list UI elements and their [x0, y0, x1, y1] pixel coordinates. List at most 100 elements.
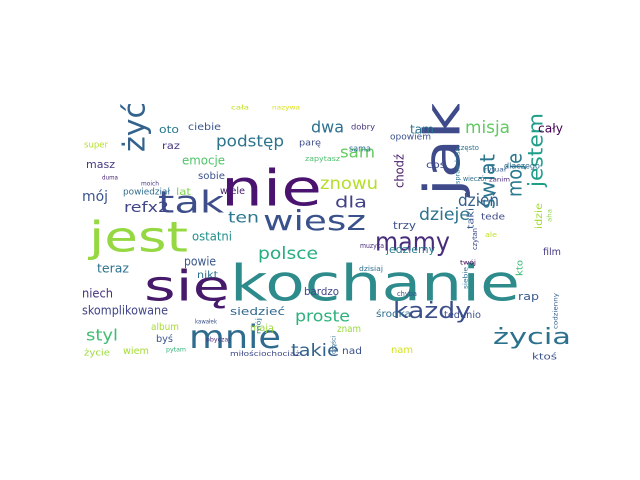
word-tedunio: tedunio	[444, 310, 481, 321]
word-dobry: dobry	[351, 123, 375, 132]
word-zycia: życia	[493, 325, 571, 350]
word-podstep: podstęp	[216, 132, 284, 151]
word-moj: mój	[82, 189, 108, 205]
word-cos: coś	[426, 159, 446, 171]
word-lat: lat	[176, 187, 191, 198]
word-wiele: wiele	[220, 186, 245, 197]
word-oto: oto	[159, 123, 179, 136]
word-obyczaj: obyczaj	[206, 337, 230, 344]
word-maja: mają	[250, 323, 274, 334]
word-cala: cała	[231, 105, 249, 112]
word-rap: rap	[518, 290, 539, 303]
word-opowiem: opowiem	[390, 133, 431, 143]
word-nad: nad	[342, 346, 362, 357]
word-ktos: ktoś	[532, 352, 557, 363]
word-refx2: refx2	[124, 200, 169, 216]
word-aha: aha	[547, 209, 554, 222]
word-muzyka: muzyka	[360, 242, 384, 250]
word-takie: takie	[291, 341, 339, 361]
word-teraz: teraz	[97, 262, 129, 276]
word-ciebie: ciebie	[188, 122, 221, 133]
word-dzieje: dzieje	[419, 205, 470, 225]
word-ostatni: ostatni	[192, 230, 232, 244]
word-jak: jak	[414, 104, 472, 197]
word-rytual: rytuał	[484, 167, 506, 174]
word-proste: proste	[295, 307, 350, 326]
word-caly: cały	[538, 122, 563, 136]
word-raz: raz	[162, 141, 180, 152]
word-jest: jest	[88, 213, 188, 262]
word-sama: sama	[349, 145, 371, 155]
word-moj-small: mój	[256, 318, 263, 334]
word-dzisiaj: dzisiaj	[359, 265, 383, 273]
word-nazywa: nazywa	[272, 105, 300, 112]
word-skomplikowane: skomplikowane	[82, 304, 168, 318]
word-polsce: polsce	[258, 244, 318, 264]
word-tak: tak	[158, 186, 225, 221]
word-powie: powie	[184, 255, 216, 269]
word-tam: tam	[410, 123, 434, 137]
word-zanim: zanim	[489, 177, 510, 184]
word-sie: się	[144, 262, 230, 311]
word-pytam: pytam	[166, 347, 186, 354]
word-wiem: wiem	[123, 346, 149, 357]
word-album: album	[151, 322, 179, 333]
word-czytan: czytan	[471, 228, 479, 250]
word-chyba: chyba	[397, 290, 417, 298]
word-wiesz: wiesz	[263, 204, 366, 237]
word-taki: taki	[467, 208, 477, 229]
word-jestem: jestem	[524, 113, 548, 188]
word-nikt: nikt	[197, 270, 218, 281]
word-srodka: środka	[376, 308, 411, 320]
word-mamy: mamy	[375, 228, 450, 258]
word-moich: moich	[141, 181, 159, 188]
word-zapytasz: zapytasz	[305, 155, 340, 163]
word-jedziemy: jedziemy	[385, 243, 435, 256]
word-nam: nam	[391, 345, 413, 356]
word-twoj: twój	[460, 260, 476, 267]
word-kochanie: kochanie	[230, 255, 520, 313]
word-dzien: dzień	[458, 191, 499, 211]
word-pare: parę	[299, 139, 321, 149]
word-dwa: dwa	[311, 118, 344, 137]
word-swiat: świat	[476, 154, 500, 209]
word-czesto: często	[457, 144, 479, 152]
word-znam: znam	[337, 324, 361, 335]
word-film: film	[543, 247, 561, 258]
word-masz: masz	[86, 158, 115, 171]
word-trzy: trzy	[393, 219, 417, 232]
word-sprawdzisz: sprawdzisz	[455, 148, 462, 184]
word-super: super	[84, 141, 108, 151]
word-sam: sam	[340, 143, 375, 162]
word-siebie: siebie	[463, 267, 470, 289]
word-dlaczego: dlaczego	[504, 162, 540, 171]
word-codzienny: codzienny	[553, 292, 560, 329]
word-kazdy: każdy	[393, 299, 471, 324]
word-wieczor: wieczór	[463, 175, 487, 183]
word-zycie: życie	[84, 349, 111, 359]
word-misja: misja	[465, 118, 510, 138]
word-kto: kto	[516, 259, 526, 276]
word-styl: styl	[86, 326, 118, 345]
word-ten: ten	[228, 209, 259, 227]
word-mnie: mnie	[189, 318, 281, 356]
word-duma: duma	[102, 175, 118, 182]
word-kawalek: kawałek	[195, 319, 217, 326]
word-tede: tede	[481, 213, 506, 223]
word-idzie: idzie	[534, 203, 545, 229]
word-cloud: kochanie nie jak jest się mnie tak żyć w…	[80, 104, 576, 363]
word-ale: ale	[485, 231, 497, 239]
word-chodz: chodź	[393, 154, 407, 188]
word-powiedzial: powiedział	[123, 188, 170, 198]
word-sobie: sobie	[198, 171, 225, 182]
word-nie: nie	[221, 160, 322, 218]
word-cloud-svg: kochanie nie jak jest się mnie tak żyć w…	[82, 104, 571, 363]
word-emocje: emocje	[182, 154, 225, 168]
word-niech: niech	[82, 287, 113, 301]
word-siedziec: siedzieć	[230, 305, 285, 318]
word-milosciochociaz: miłościochociaż	[230, 350, 300, 358]
word-bys: byś	[156, 333, 173, 345]
word-dla: dla	[335, 193, 367, 212]
word-znowu: znowu	[320, 174, 378, 194]
